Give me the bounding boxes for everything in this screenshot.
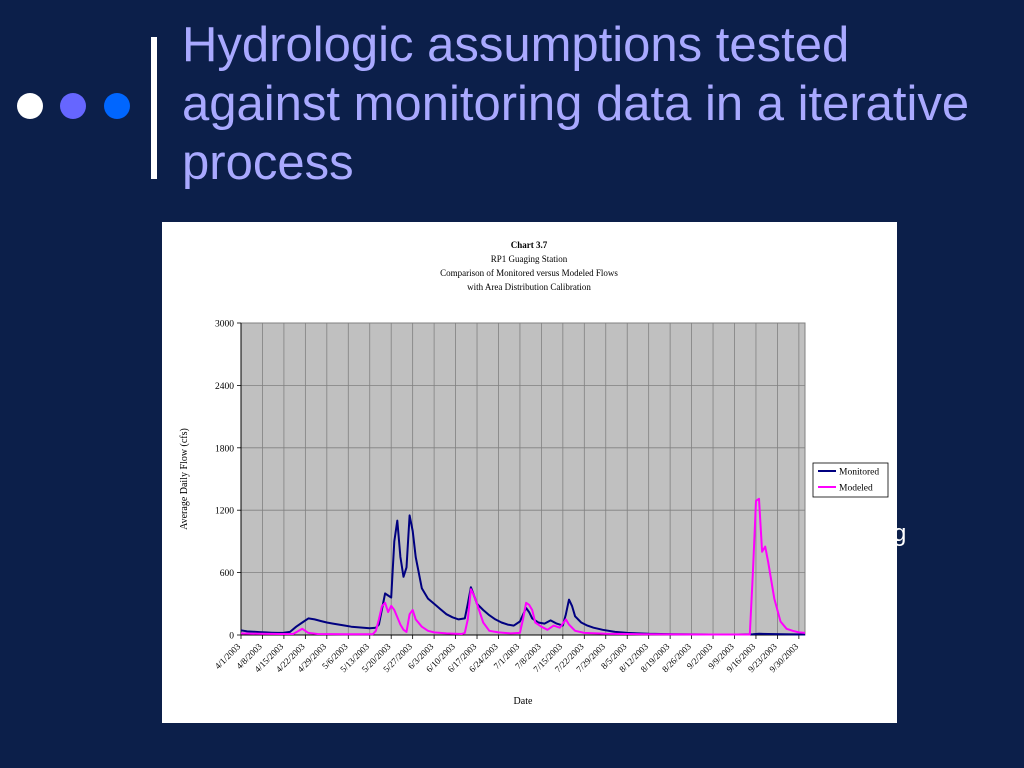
slide-title: Hydrologic assumptions tested against mo… bbox=[182, 18, 970, 190]
y-axis-ticks: 0 600 1200 1800 2400 3000 bbox=[215, 320, 241, 642]
title-divider bbox=[151, 37, 157, 179]
series-lines bbox=[240, 497, 806, 636]
chart-title-line: RP1 Guaging Station bbox=[491, 254, 568, 264]
y-tick-label: 1200 bbox=[215, 507, 234, 517]
chart-title-line: Chart 3.7 bbox=[511, 240, 548, 250]
x-axis-label: Date bbox=[514, 696, 533, 707]
bullet-dot-white bbox=[17, 93, 43, 119]
y-axis-label: Average Daily Flow (cfs) bbox=[179, 428, 190, 530]
y-tick-label: 2400 bbox=[215, 382, 234, 392]
chart-title-line: with Area Distribution Calibration bbox=[467, 282, 591, 292]
chart-panel: Chart 3.7 RP1 Guaging Station Comparison o… bbox=[162, 222, 897, 723]
chart-title-group: Chart 3.7 RP1 Guaging Station Comparison o… bbox=[440, 240, 618, 292]
y-tick-label: 0 bbox=[229, 632, 234, 642]
y-tick-label: 3000 bbox=[215, 320, 234, 330]
bullet-dot-blue bbox=[104, 93, 130, 119]
legend-label-modeled: Modeled bbox=[839, 484, 873, 494]
plot-area bbox=[240, 322, 806, 636]
legend-box bbox=[812, 462, 889, 498]
y-tick-label: 1800 bbox=[215, 444, 234, 454]
x-axis-ticks: 4/1/20034/8/20034/15/20034/22/20034/29/2… bbox=[213, 635, 801, 674]
series-line-monitored bbox=[240, 514, 806, 636]
chart: Chart 3.7 RP1 Guaging Station Comparison o… bbox=[179, 240, 889, 707]
legend: Monitored Modeled bbox=[812, 462, 889, 498]
grid-lines bbox=[240, 322, 805, 636]
y-tick-label: 600 bbox=[220, 569, 235, 579]
series-line-modeled bbox=[240, 497, 806, 636]
bullet-dot-lavender bbox=[60, 93, 86, 119]
legend-label-monitored: Monitored bbox=[839, 468, 879, 478]
chart-title-line: Comparison of Monitored versus Modeled F… bbox=[440, 268, 618, 278]
